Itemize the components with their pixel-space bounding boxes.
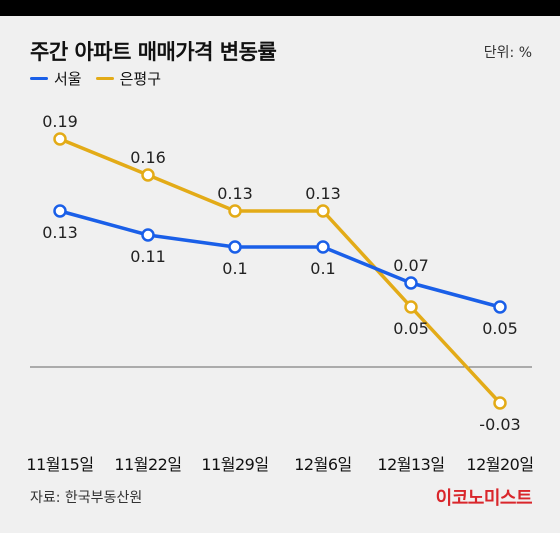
- data-label-seoul: 0.13: [42, 223, 78, 242]
- legend-swatch-seoul: [30, 77, 48, 80]
- legend-label-seoul: 서울: [54, 70, 82, 88]
- data-point-seoul: [53, 204, 67, 218]
- data-point-seoul: [141, 228, 155, 242]
- x-tick-label: 12월13일: [377, 455, 444, 474]
- data-label-eunpyeong: 0.05: [393, 319, 429, 338]
- series-line-eunpyeong: [58, 137, 502, 405]
- legend: 서울 은평구: [30, 68, 161, 89]
- legend-item-eunpyeong: 은평구: [95, 68, 162, 89]
- chart-title: 주간 아파트 매매가격 변동률: [30, 40, 277, 64]
- legend-swatch-eunpyeong: [95, 77, 114, 80]
- x-tick-label: 11월22일: [114, 455, 181, 474]
- legend-item-seoul: 서울: [30, 68, 82, 89]
- data-point-seoul: [228, 240, 242, 254]
- publisher-logo: 이코노미스트: [435, 488, 533, 509]
- data-label-seoul: 0.07: [393, 256, 429, 275]
- data-point-eunpyeong: [228, 204, 242, 218]
- legend-label-eunpyeong: 은평구: [119, 70, 162, 88]
- data-point-seoul: [404, 276, 418, 290]
- data-point-eunpyeong: [53, 132, 67, 146]
- x-tick-label: 11월15일: [26, 455, 93, 474]
- top-bar: [0, 0, 560, 16]
- data-label-seoul: 0.1: [310, 259, 335, 278]
- x-tick-label: 12월20일: [466, 455, 533, 474]
- data-point-eunpyeong: [493, 396, 507, 410]
- data-point-eunpyeong: [404, 300, 418, 314]
- data-label-eunpyeong: 0.16: [130, 148, 166, 167]
- unit-label: 단위: %: [483, 45, 532, 61]
- data-point-seoul: [316, 240, 330, 254]
- series-line-seoul: [58, 209, 502, 309]
- x-tick-label: 12월6일: [294, 455, 351, 474]
- data-label-seoul: 0.05: [482, 319, 518, 338]
- data-label-seoul: 0.11: [130, 247, 166, 266]
- data-label-eunpyeong: 0.19: [42, 112, 78, 131]
- data-point-eunpyeong: [316, 204, 330, 218]
- source-note: 자료: 한국부동산원: [30, 490, 143, 506]
- data-point-seoul: [493, 300, 507, 314]
- data-label-eunpyeong: 0.13: [305, 184, 341, 203]
- data-label-eunpyeong: -0.03: [479, 415, 520, 434]
- data-label-seoul: 0.1: [222, 259, 247, 278]
- data-label-eunpyeong: 0.13: [217, 184, 253, 203]
- data-point-eunpyeong: [141, 168, 155, 182]
- x-tick-label: 11월29일: [201, 455, 268, 474]
